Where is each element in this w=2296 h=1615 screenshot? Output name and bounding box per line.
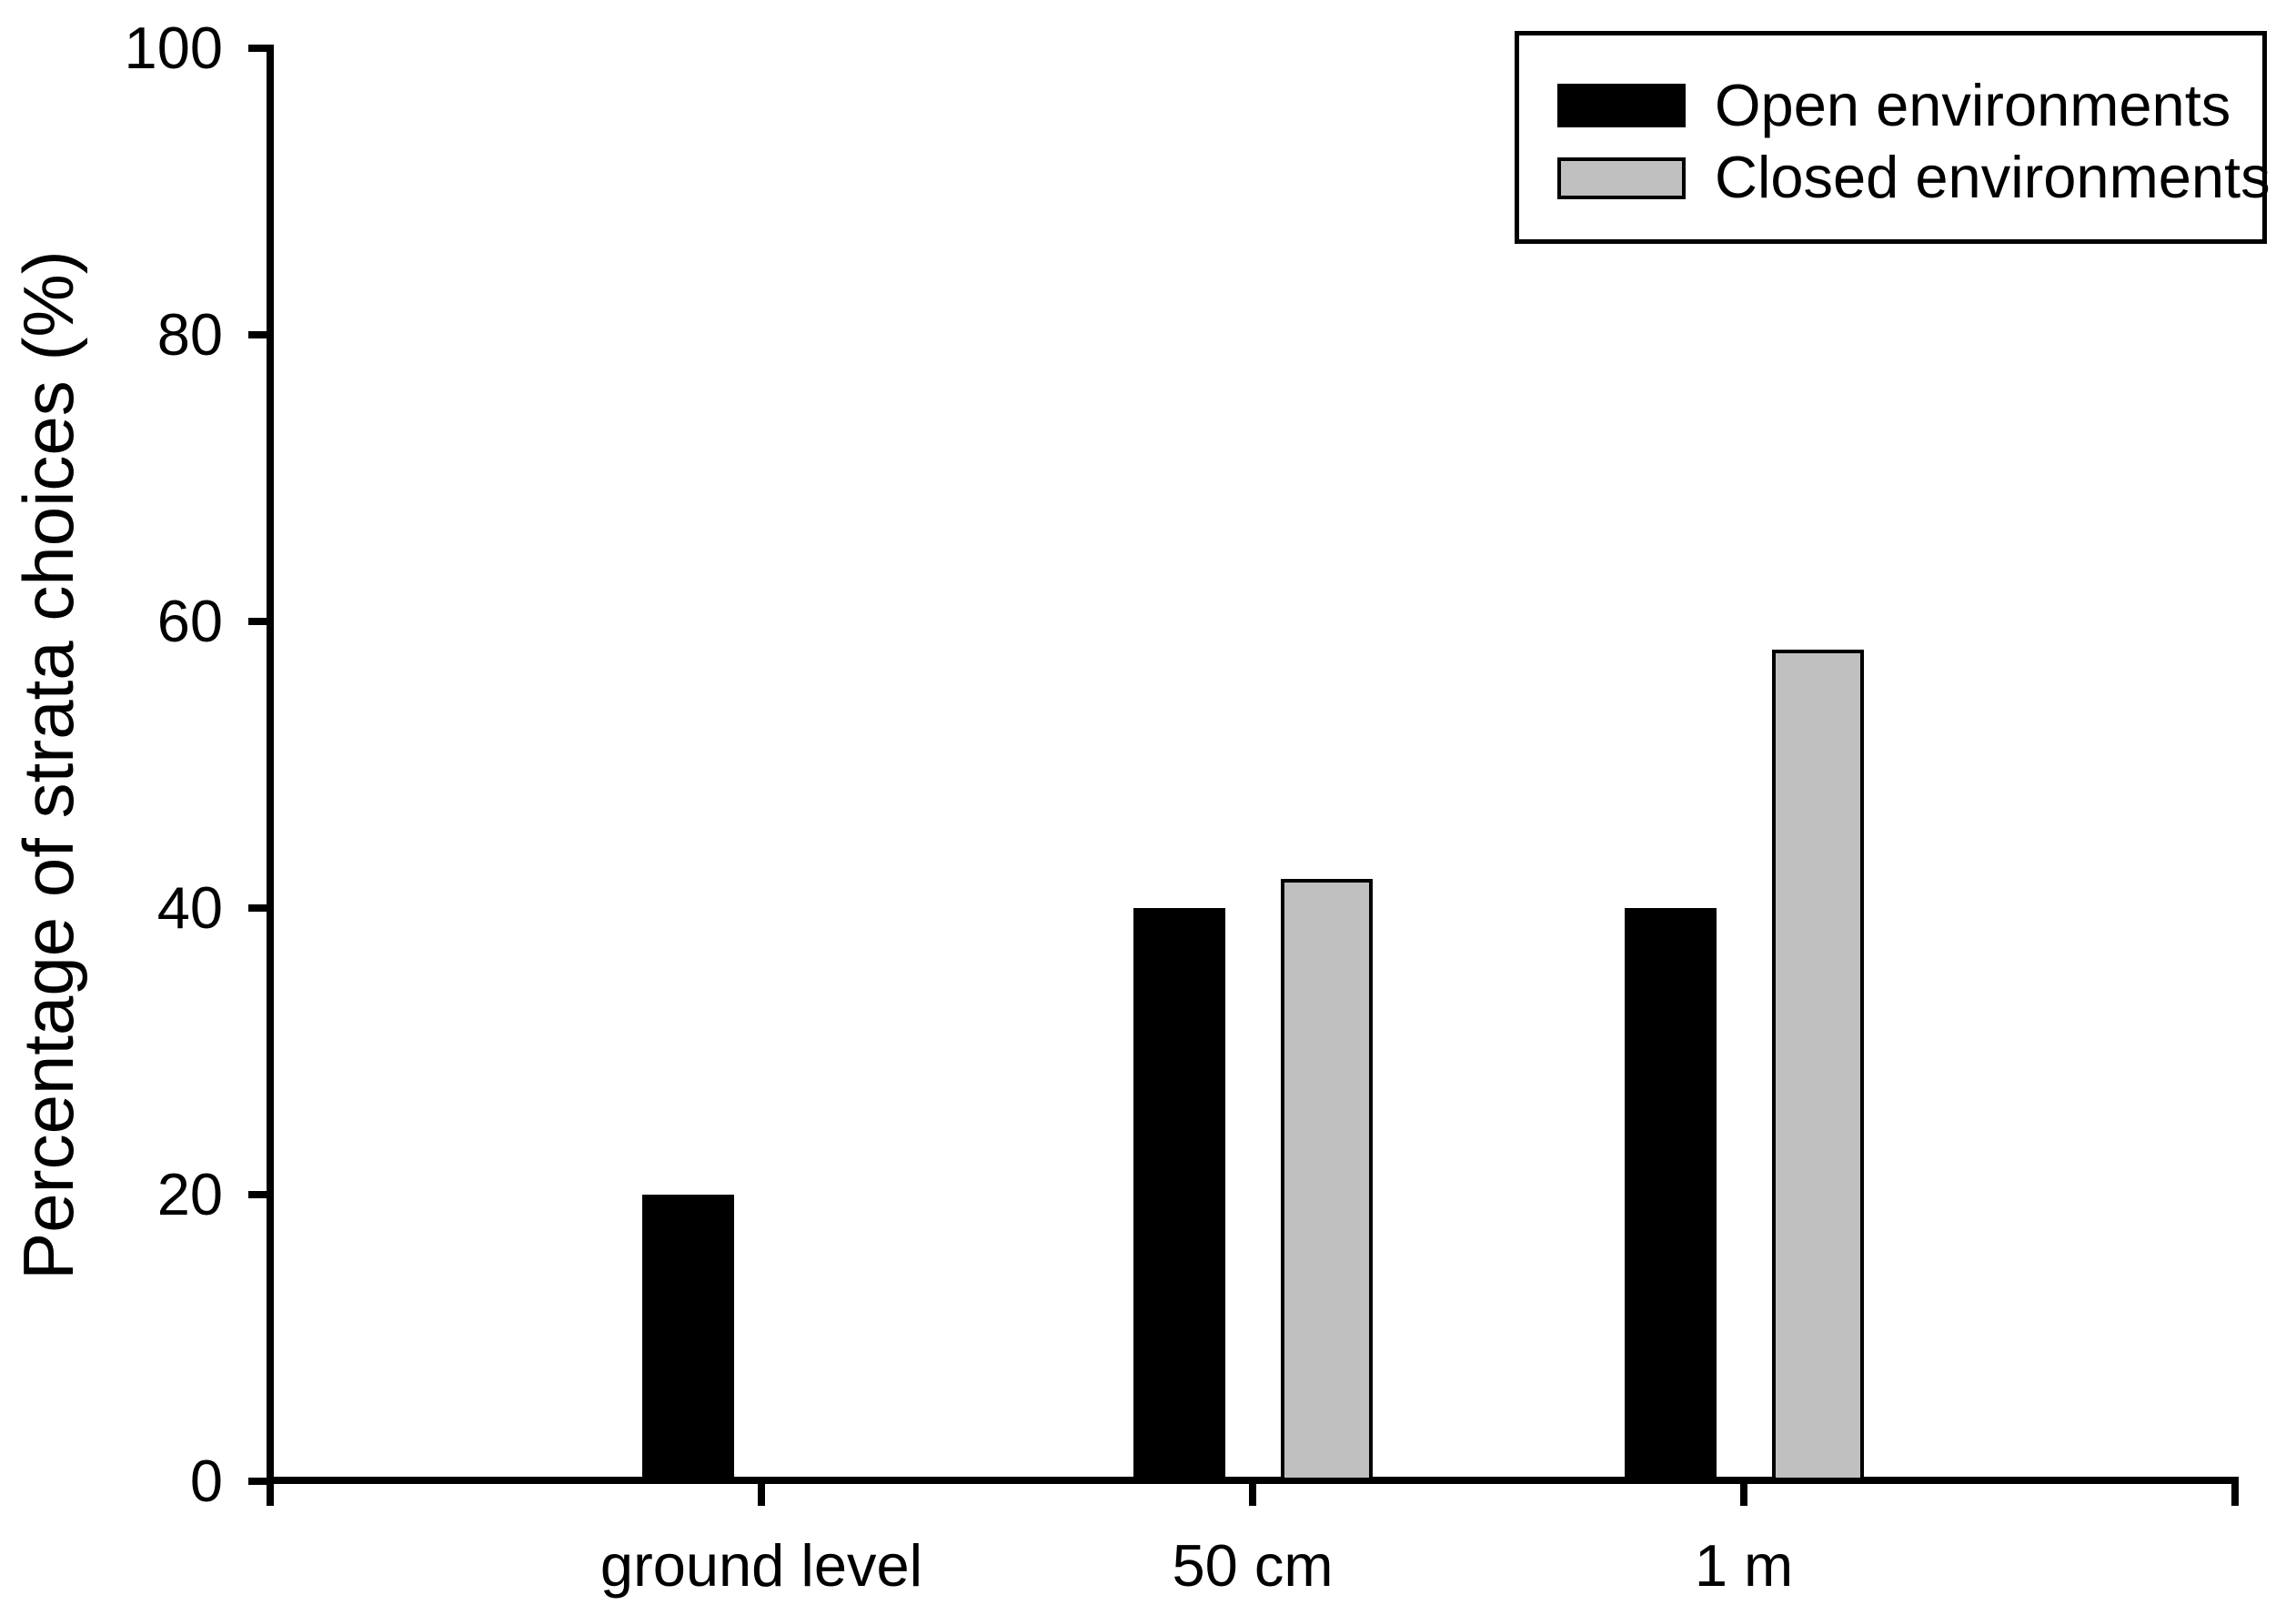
x-tick: [758, 1484, 765, 1506]
y-tick: [248, 618, 267, 625]
x-tick: [1249, 1484, 1256, 1506]
y-tick-label: 20: [156, 1161, 223, 1227]
y-axis-title: Percentage of strata choices (%): [8, 250, 88, 1280]
x-tick-label: ground level: [599, 1532, 923, 1599]
y-tick: [248, 45, 267, 52]
y-tick-label: 40: [156, 874, 223, 941]
bar-open-1: [1133, 908, 1225, 1481]
legend: Open environments Closed environments: [1515, 31, 2271, 244]
x-tick: [1740, 1484, 1747, 1506]
y-tick: [248, 1191, 267, 1198]
bar-closed-2: [1772, 650, 1864, 1481]
y-tick-label: 80: [156, 301, 223, 368]
x-axis-line: [267, 1477, 2239, 1484]
y-tick: [248, 1478, 267, 1485]
bar-open-0: [642, 1195, 734, 1481]
y-tick-label: 60: [156, 588, 223, 654]
y-axis-line: [267, 45, 274, 1506]
y-tick-label: 0: [189, 1448, 223, 1514]
bar-closed-1: [1281, 879, 1373, 1481]
legend-swatch-closed-environments: [1557, 157, 1686, 199]
bar-open-2: [1625, 908, 1717, 1481]
x-tick-label: 50 cm: [1172, 1532, 1334, 1599]
y-tick-label: 100: [124, 15, 223, 81]
y-tick: [248, 904, 267, 912]
legend-label-open-environments: Open environments: [1715, 72, 2231, 138]
x-tick-label: 1 m: [1694, 1532, 1794, 1599]
y-tick: [248, 331, 267, 338]
legend-swatch-open-environments: [1557, 84, 1686, 127]
legend-label-closed-environments: Closed environments: [1715, 144, 2271, 210]
x-axis-end-tick: [2231, 1484, 2239, 1506]
